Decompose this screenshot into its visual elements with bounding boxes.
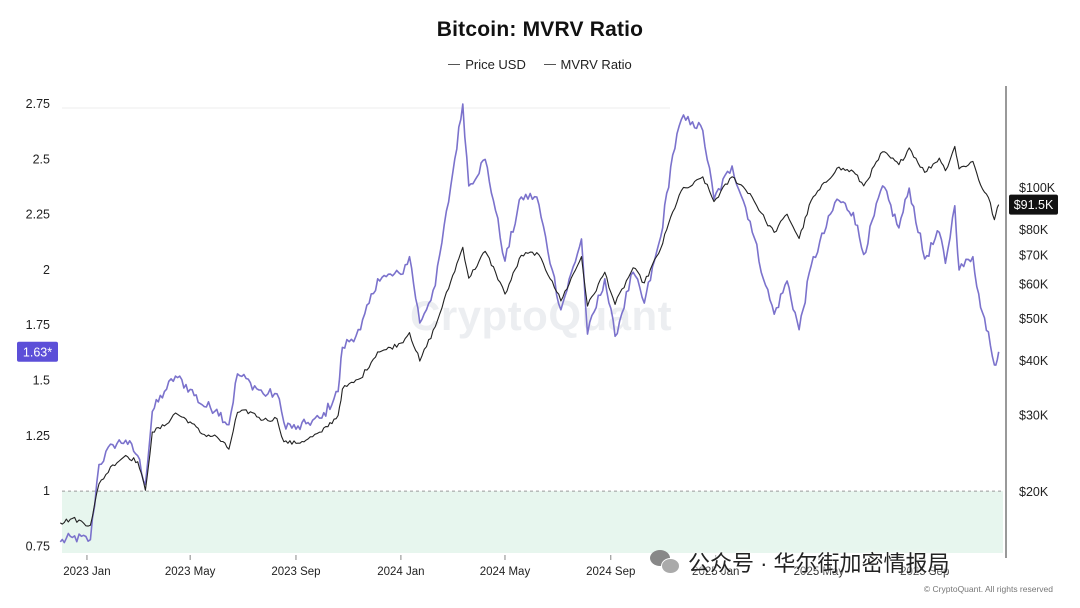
x-tick-label: 2023 Sep [271, 566, 320, 578]
x-tick-label: 2023 Jan [63, 566, 110, 578]
series-mvrv-line [59, 103, 1000, 544]
right-tick-label: $80K [1019, 223, 1049, 237]
price-current-badge [1009, 194, 1058, 215]
right-tick-label: $60K [1019, 277, 1049, 291]
legend-label-mvrv: MVRV Ratio [560, 57, 632, 72]
left-tick-label: 0.75 [26, 539, 50, 553]
legend: Price USD MVRV Ratio [0, 53, 1080, 72]
x-tick-label: 2025 May [794, 566, 845, 578]
x-tick-label: 2024 Sep [586, 566, 635, 578]
x-tick-label: 2025 Sep [900, 566, 949, 578]
left-tick-label: 1.5 [33, 374, 50, 388]
left-tick-label: 1.75 [26, 318, 50, 332]
wechat-icon [650, 550, 680, 574]
undervalued-zone [62, 491, 1003, 553]
mvrv-current-badge [17, 341, 58, 362]
copyright-text: © CryptoQuant. All rights reserved [923, 584, 1053, 594]
series-price-line [60, 145, 1000, 527]
chart-title: Bitcoin: MVRV Ratio [436, 18, 644, 41]
wechat-badge: 公众号 · 华尔街加密情报局 [650, 546, 950, 578]
right-tick-label: $30K [1019, 409, 1049, 423]
right-tick-label: $70K [1019, 248, 1049, 262]
legend-swatch-mvrv [543, 64, 556, 65]
left-tick-label: 2.5 [33, 152, 50, 166]
right-tick-label: $50K [1019, 312, 1049, 326]
right-tick-label: $40K [1019, 354, 1049, 368]
left-tick-label: 2.25 [26, 208, 50, 222]
left-tick-label: 1 [43, 484, 50, 498]
x-tick-label: 2025 Jan [692, 566, 739, 578]
x-tick-label: 2023 May [165, 566, 216, 578]
left-tick-label: 2.75 [26, 97, 50, 111]
left-tick-label: 1.25 [26, 429, 50, 443]
price-current-value: $91.5K [1014, 198, 1054, 212]
legend-item-price[interactable]: Price USD [448, 57, 526, 72]
legend-item-mvrv[interactable]: MVRV Ratio [543, 57, 632, 72]
left-tick-label: 2 [43, 263, 50, 277]
x-tick-label: 2024 May [480, 566, 531, 578]
right-tick-label: $100K [1019, 181, 1056, 195]
mvrv-current-value: 1.63* [23, 345, 52, 359]
x-tick-label: 2024 Jan [377, 566, 424, 578]
wechat-caption: 公众号 · 华尔街加密情报局 [688, 551, 950, 576]
legend-swatch-price [448, 64, 461, 65]
right-tick-label: $20K [1019, 485, 1049, 499]
legend-label-price: Price USD [465, 57, 526, 72]
